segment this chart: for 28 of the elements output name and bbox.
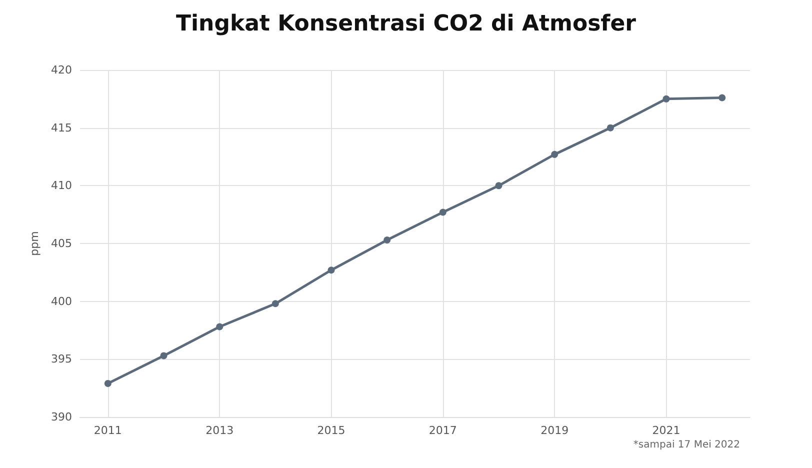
- y-tick-label: 390: [51, 410, 72, 424]
- x-tick-label: 2015: [317, 424, 346, 437]
- y-tick-label: 395: [51, 352, 72, 366]
- y-tick-label: 420: [51, 64, 72, 76]
- y-tick-label: 415: [51, 121, 72, 134]
- x-tick-label: 2017: [428, 424, 457, 437]
- point: [439, 208, 446, 216]
- point: [272, 300, 279, 308]
- point: [662, 95, 670, 102]
- point: [718, 94, 726, 102]
- point: [328, 266, 335, 274]
- point: [384, 236, 391, 244]
- point: [551, 150, 558, 158]
- point: [160, 352, 168, 360]
- x-tick-label: 2011: [94, 424, 122, 437]
- y-tick-label: 400: [51, 294, 72, 308]
- chart-title: Tingkat Konsentrasi CO2 di Atmosfer: [176, 12, 636, 36]
- y-axis-title: ppm: [28, 231, 41, 256]
- y-tick-label: 405: [51, 237, 72, 250]
- y-tick-label: 410: [51, 179, 72, 192]
- point: [606, 124, 614, 132]
- point: [216, 323, 224, 330]
- x-tick-label: 2021: [652, 424, 680, 437]
- x-tick-label: 2013: [206, 424, 234, 437]
- point: [495, 182, 502, 190]
- text: *sampai 17 Mei 2022: [633, 440, 740, 450]
- point: [104, 380, 112, 387]
- x-tick-label: 2019: [540, 424, 569, 437]
